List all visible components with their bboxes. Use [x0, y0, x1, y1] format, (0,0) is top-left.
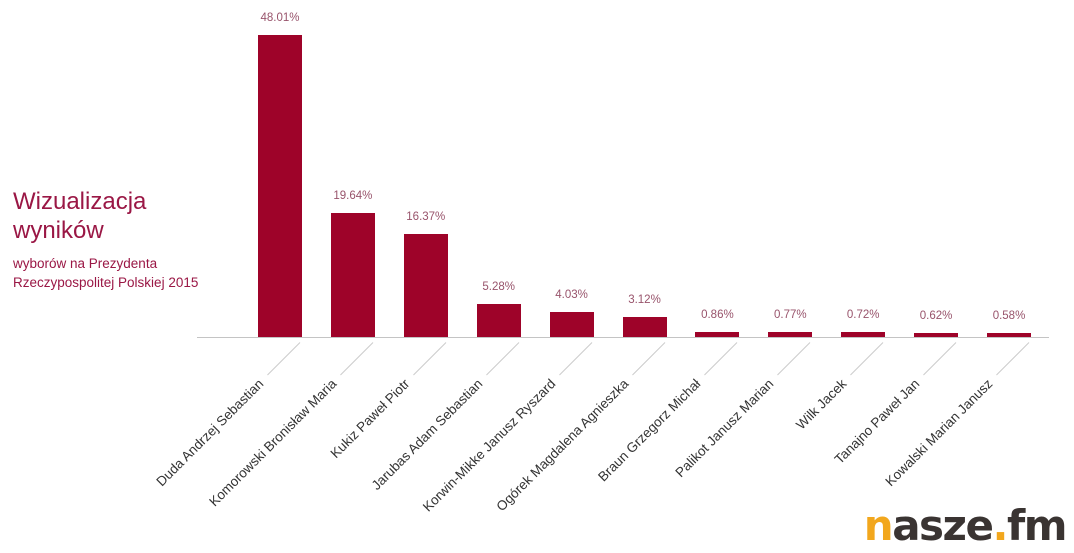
bar — [549, 312, 594, 337]
bar — [403, 234, 448, 337]
category-tick-line — [996, 342, 1030, 376]
bar — [476, 304, 521, 337]
category-tick-line — [485, 342, 520, 376]
value-label: 3.12% — [628, 294, 661, 306]
value-label: 0.86% — [701, 309, 734, 321]
x-axis-line — [197, 337, 1049, 338]
category-label-text: Korwin-Mikke Janusz Ryszard — [419, 376, 559, 515]
category-tick-line — [923, 342, 957, 376]
value-label: 19.64% — [333, 190, 373, 202]
category-tick-line — [267, 342, 301, 376]
value-label: 0.77% — [773, 309, 807, 321]
category-tick-line — [850, 342, 884, 376]
chart-subtitle-line1: wyborów na Prezydenta — [13, 256, 158, 271]
category-tick-line — [704, 342, 738, 376]
bar — [258, 35, 302, 337]
bar — [768, 332, 813, 337]
category-tick-line — [412, 342, 447, 376]
chart-subtitle-line2: Rzeczypospolitej Polskiej 2015 — [13, 274, 199, 290]
bar — [622, 317, 667, 337]
category-tick-line — [558, 342, 592, 376]
category-tick-line — [631, 342, 665, 376]
logo-part: asze — [892, 500, 994, 550]
value-label: 5.28% — [482, 281, 515, 293]
value-label: 16.37% — [406, 211, 446, 223]
value-label: 4.03% — [555, 289, 588, 301]
value-label: 48.01% — [260, 12, 300, 24]
bar — [914, 333, 959, 337]
nasze-fm-logo: nasze.fm — [863, 500, 1068, 550]
logo-part: n — [863, 500, 894, 550]
category-label-text: Wilk Jacek — [793, 376, 850, 433]
category-tick-line — [777, 342, 811, 376]
bar — [695, 332, 740, 337]
logo-part: . — [992, 500, 1008, 550]
bar — [841, 332, 886, 337]
bar — [987, 333, 1031, 337]
value-label: 0.62% — [919, 310, 953, 322]
logo-part: fm — [1006, 500, 1068, 550]
value-label: 0.58% — [992, 310, 1026, 322]
category-tick-line — [340, 342, 374, 376]
category-label-text: Komorowski Bronisław Maria — [206, 376, 340, 510]
chart-title-block: Wizualizacja wyników wyborów na Prezyden… — [13, 187, 243, 292]
bar — [330, 213, 375, 337]
category-label-text: Ogórek Magdalena Agnieszka — [492, 376, 631, 515]
chart-title: Wizualizacja wyników — [13, 188, 147, 244]
value-label: 0.72% — [846, 309, 880, 321]
